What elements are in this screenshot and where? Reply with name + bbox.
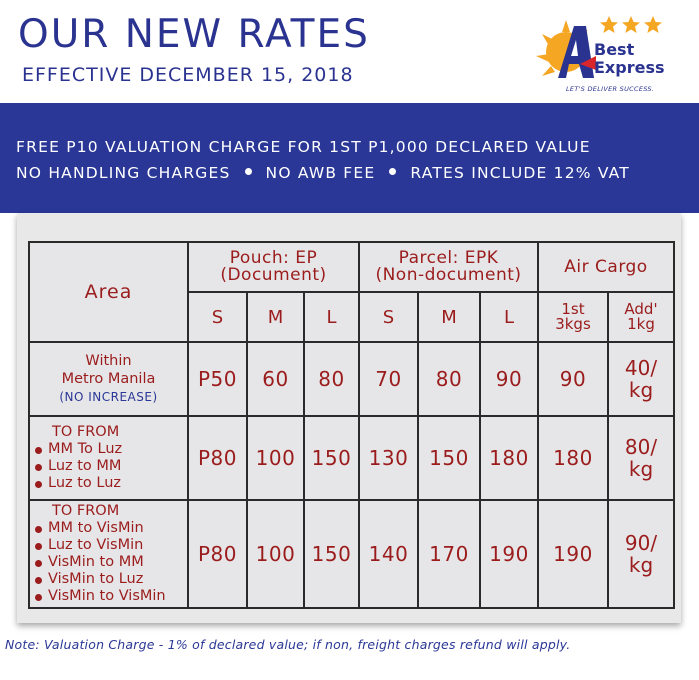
logo-text-express: Express [594, 58, 665, 77]
air-cargo-header: Air Cargo [537, 241, 675, 293]
table-size-row: S M L S M L 1st 3kgs Add' 1kg [29, 291, 675, 343]
area-cell: TO FROM MM to VisMin Luz to VisMin VisMi… [28, 499, 189, 609]
epk-l-value: 190 [479, 499, 539, 609]
ep-l-value: 150 [303, 499, 360, 609]
area-cell: TO FROM MM To Luz Luz to MM Luz to Luz [28, 415, 189, 501]
table-row: TO FROM MM to VisMin Luz to VisMin VisMi… [28, 499, 675, 609]
ep-l-value: 80 [303, 341, 360, 417]
ep-s-value: P80 [187, 415, 248, 501]
size-s-header: S [187, 291, 248, 343]
info-banner [0, 103, 699, 213]
air-first-header: 1st 3kgs [537, 291, 609, 343]
ep-s-value: P80 [187, 499, 248, 609]
parcel-header: Parcel: EPK (Non-document) [358, 241, 539, 293]
air-add-value: 40/ kg [607, 341, 675, 417]
ep-s-value: P50 [187, 341, 248, 417]
pouch-header-title: Pouch: EP [229, 248, 318, 268]
air-first-value: 190 [537, 499, 609, 609]
banner-item-handling: NO HANDLING CHARGES [16, 164, 231, 182]
page-title: OUR NEW RATES [18, 12, 370, 57]
epk-s-value: 70 [358, 341, 419, 417]
banner-item-awb: NO AWB FEE [265, 164, 376, 182]
air-first-value: 90 [537, 341, 609, 417]
ep-m-value: 60 [246, 341, 305, 417]
air-first-header-1: 1st [561, 300, 585, 318]
list-item: MM to VisMin [34, 520, 187, 537]
list-item: Luz to Luz [34, 475, 187, 492]
list-item: Luz to VisMin [34, 537, 187, 554]
area-list: MM to VisMin Luz to VisMin VisMin to MM … [30, 520, 187, 605]
epk-m-value: 150 [417, 415, 481, 501]
air-add-unit: kg [628, 553, 654, 577]
air-add-unit: kg [628, 457, 654, 481]
air-first-value: 180 [537, 415, 609, 501]
epk-s-value: 140 [358, 499, 419, 609]
air-add-rate: 40/ [624, 356, 658, 380]
epk-m-value: 170 [417, 499, 481, 609]
area-cell: Within Metro Manila (NO INCREASE) [28, 341, 189, 417]
sun-star-logo-icon [536, 16, 662, 78]
air-add-rate: 90/ [624, 531, 658, 555]
footer-note: Note: Valuation Charge - 1% of declared … [5, 637, 571, 652]
page-subtitle: EFFECTIVE DECEMBER 15, 2018 [22, 64, 354, 86]
ep-l-value: 150 [303, 415, 360, 501]
area-line: Within [85, 353, 132, 369]
table-header-row: Area Pouch: EP (Document) Parcel: EPK (N… [28, 241, 675, 343]
size-l-header: L [479, 291, 539, 343]
air-add-header-1: Add' [624, 300, 658, 318]
air-add-header-2: 1kg [627, 315, 655, 333]
air-add-rate: 80/ [624, 435, 658, 459]
logo-tagline: LET'S DELIVER SUCCESS. [566, 85, 655, 93]
banner-item-vat: RATES INCLUDE 12% VAT [410, 164, 630, 182]
air-add-value: 90/ kg [607, 499, 675, 609]
no-increase-note: (NO INCREASE) [59, 390, 158, 404]
area-title: TO FROM [52, 424, 120, 440]
air-first-header-2: 3kgs [555, 315, 591, 333]
epk-l-value: 90 [479, 341, 539, 417]
banner-valuation-text: FREE P10 VALUATION CHARGE FOR 1ST P1,000… [16, 138, 591, 156]
list-item: VisMin to Luz [34, 571, 187, 588]
table-row: TO FROM MM To Luz Luz to MM Luz to Luz P… [28, 415, 675, 501]
air-add-value: 80/ kg [607, 415, 675, 501]
ep-m-value: 100 [246, 415, 305, 501]
bullet-dot-icon [244, 168, 252, 175]
size-m-header: M [246, 291, 305, 343]
banner-features: NO HANDLING CHARGES NO AWB FEE RATES INCLU… [16, 164, 630, 182]
size-m-header: M [417, 291, 481, 343]
rates-table: Area Pouch: EP (Document) Parcel: EPK (N… [28, 241, 675, 609]
air-add-unit: kg [628, 378, 654, 402]
pouch-header-sub: (Document) [220, 265, 327, 285]
table-row: Within Metro Manila (NO INCREASE) P50 60… [28, 341, 675, 417]
logo-text-best: Best [594, 40, 635, 59]
bullet-dot-icon [389, 168, 397, 175]
area-list: MM To Luz Luz to MM Luz to Luz [30, 441, 187, 492]
pouch-header: Pouch: EP (Document) [187, 241, 360, 293]
area-title: TO FROM [52, 503, 120, 519]
air-add-header: Add' 1kg [607, 291, 675, 343]
ep-m-value: 100 [246, 499, 305, 609]
parcel-header-title: Parcel: EPK [398, 248, 499, 268]
list-item: VisMin to VisMin [34, 588, 187, 605]
size-l-header: L [303, 291, 360, 343]
list-item: MM To Luz [34, 441, 187, 458]
epk-s-value: 130 [358, 415, 419, 501]
parcel-header-sub: (Non-document) [375, 265, 522, 285]
list-item: VisMin to MM [34, 554, 187, 571]
company-logo: Best Express LET'S DELIVER SUCCESS. [536, 12, 691, 100]
epk-l-value: 180 [479, 415, 539, 501]
size-s-header: S [358, 291, 419, 343]
list-item: Luz to MM [34, 458, 187, 475]
area-line: Metro Manila [61, 371, 156, 387]
epk-m-value: 80 [417, 341, 481, 417]
area-header: Area [28, 241, 189, 343]
